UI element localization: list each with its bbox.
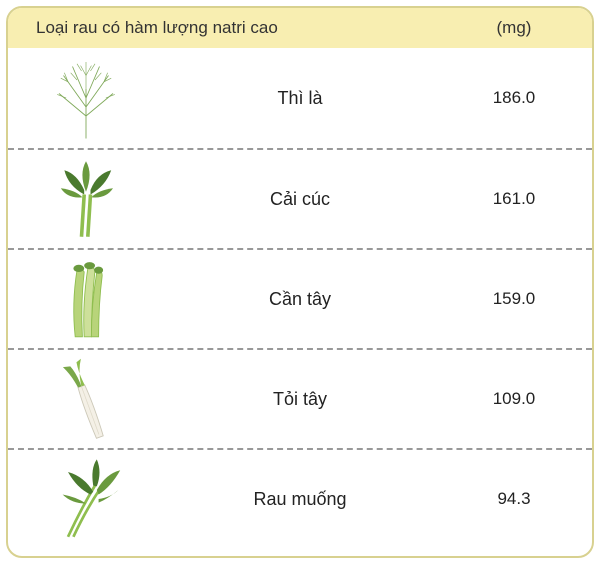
row-value: 159.0 — [454, 289, 574, 309]
table-row: Rau muống 94.3 — [8, 448, 592, 548]
row-name: Tỏi tây — [146, 389, 454, 410]
waterspinach-icon — [26, 454, 146, 544]
table-row: Thì là 186.0 — [8, 48, 592, 148]
table-row: Tỏi tây 109.0 — [8, 348, 592, 448]
chrysanthemum-icon — [26, 154, 146, 244]
row-value: 94.3 — [454, 489, 574, 509]
table-row: Cần tây 159.0 — [8, 248, 592, 348]
row-value: 186.0 — [454, 88, 574, 108]
vegetable-sodium-table: Loại rau có hàm lượng natri cao (mg) — [6, 6, 594, 558]
row-name: Cải cúc — [146, 189, 454, 210]
table-row: Cải cúc 161.0 — [8, 148, 592, 248]
row-name: Thì là — [146, 88, 454, 109]
row-value: 109.0 — [454, 389, 574, 409]
header-unit: (mg) — [454, 18, 574, 38]
row-name: Rau muống — [146, 489, 454, 510]
row-name: Cần tây — [146, 289, 454, 310]
celery-icon — [26, 254, 146, 344]
table-body: Thì là 186.0 Cải cúc 161.0 — [8, 48, 592, 548]
dill-icon — [26, 53, 146, 143]
row-value: 161.0 — [454, 189, 574, 209]
header-name: Loại rau có hàm lượng natri cao — [26, 18, 454, 38]
table-header: Loại rau có hàm lượng natri cao (mg) — [8, 8, 592, 48]
leek-icon — [26, 354, 146, 444]
